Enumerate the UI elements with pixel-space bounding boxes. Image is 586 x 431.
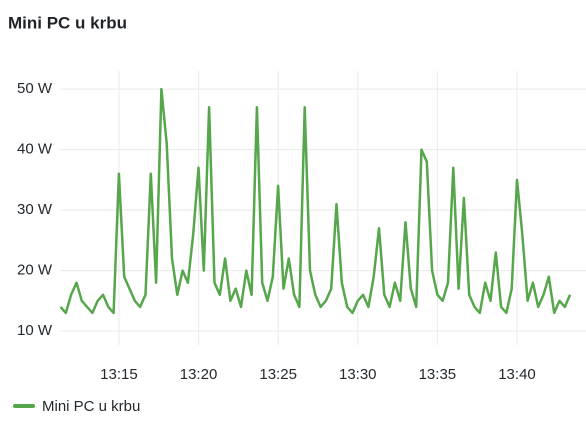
series-line [59,87,572,315]
x-tick-label: 13:40 [498,366,536,383]
y-tick-label: 30 W [17,201,53,218]
x-tick-label: 13:25 [259,366,297,383]
x-tick-label: 13:35 [419,366,457,383]
y-tick-label: 40 W [17,141,53,158]
chart-title: Mini PC u krbu [8,13,127,32]
x-tick-label: 13:30 [339,366,377,383]
x-tick-label: 13:20 [180,366,218,383]
x-tick-label: 13:15 [100,366,138,383]
legend-label: Mini PC u krbu [42,398,140,415]
y-tick-label: 20 W [17,262,53,279]
y-tick-label: 50 W [17,80,53,97]
y-tick-label: 10 W [17,322,53,339]
